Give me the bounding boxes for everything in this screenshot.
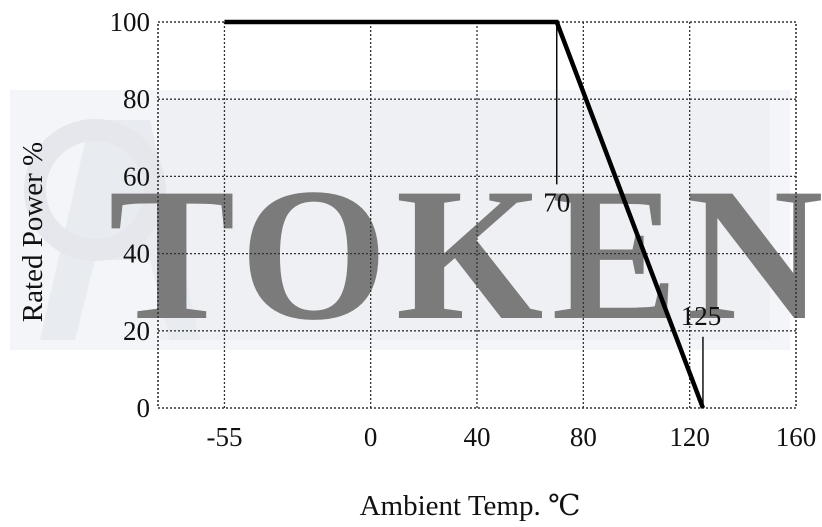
annotations-layer: 70 125: [543, 22, 721, 408]
x-tick-label: -55: [206, 422, 242, 452]
y-axis-title: Rated Power %: [17, 142, 49, 322]
y-tick-label: 60: [123, 161, 150, 191]
y-tick-label: 100: [110, 7, 151, 37]
grid: [158, 22, 796, 408]
y-tick-label: 80: [123, 84, 150, 114]
x-tick-label: 80: [570, 422, 597, 452]
y-tick-label: 0: [137, 393, 151, 423]
x-tick-label: 120: [669, 422, 710, 452]
annotation-label-125: 125: [681, 301, 722, 331]
watermark-logo: TOKEN: [10, 90, 822, 360]
x-axis: -55 0 40 80 120 160: [206, 422, 816, 452]
x-axis-title: Ambient Temp. ℃: [360, 490, 581, 522]
y-tick-label: 40: [123, 239, 150, 269]
watermark-text: TOKEN: [109, 150, 822, 360]
x-tick-label: 160: [776, 422, 817, 452]
x-tick-label: 0: [364, 422, 378, 452]
y-tick-label: 20: [123, 316, 150, 346]
annotation-label-70: 70: [543, 187, 570, 217]
y-axis: 0 20 40 60 80 100: [110, 7, 151, 423]
x-tick-label: 40: [464, 422, 491, 452]
